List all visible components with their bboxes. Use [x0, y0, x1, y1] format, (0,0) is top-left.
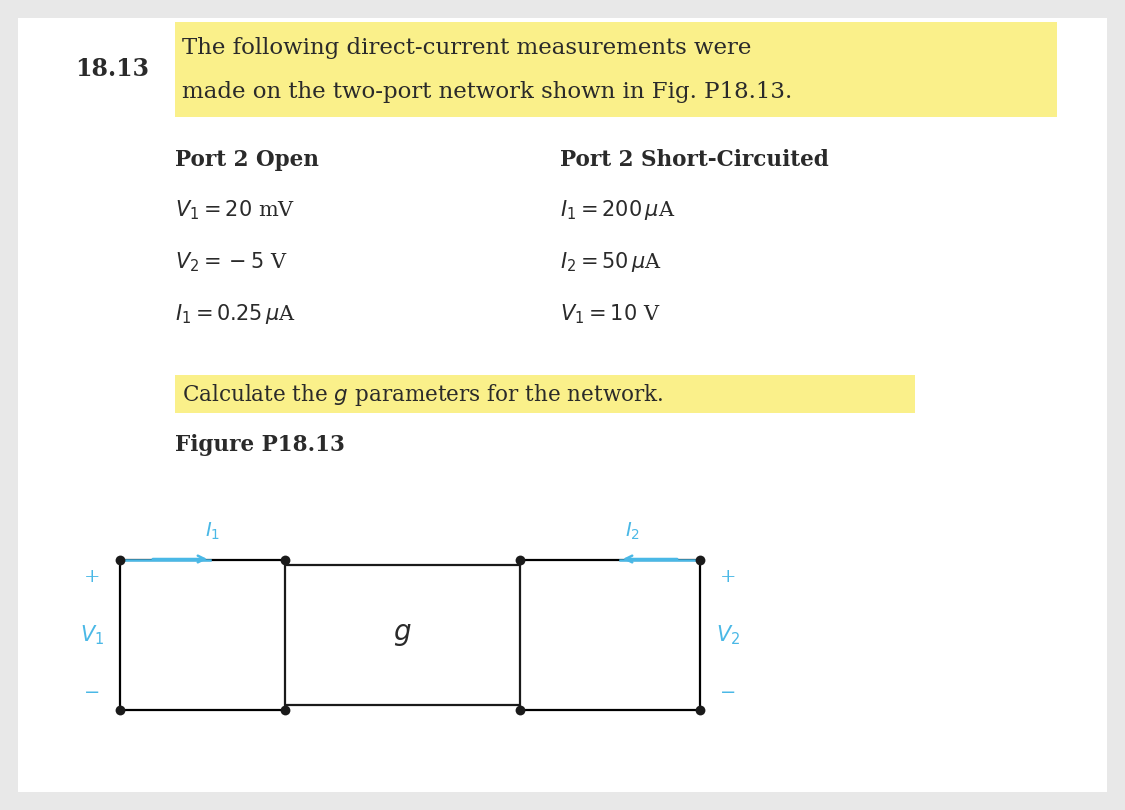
Text: $V_2 = -5$ V: $V_2 = -5$ V — [176, 250, 288, 274]
Text: −: − — [720, 684, 736, 702]
Text: +: + — [83, 568, 100, 586]
Bar — [285, 565, 520, 705]
Text: +: + — [720, 568, 736, 586]
Text: Port 2 Open: Port 2 Open — [176, 149, 318, 171]
Bar — [176, 22, 1058, 117]
Text: $I_1 = 0.25\,\mu$A: $I_1 = 0.25\,\mu$A — [176, 302, 296, 326]
Text: $g$: $g$ — [394, 621, 412, 649]
Text: $V_1 = 20$ mV: $V_1 = 20$ mV — [176, 198, 295, 222]
Point — [276, 704, 294, 717]
Point — [111, 704, 129, 717]
Text: $I_2$: $I_2$ — [626, 521, 640, 542]
Text: $I_2 = 50\,\mu$A: $I_2 = 50\,\mu$A — [560, 250, 663, 274]
Text: −: − — [83, 684, 100, 702]
Text: The following direct-current measurements were: The following direct-current measurement… — [182, 37, 752, 59]
Point — [691, 704, 709, 717]
Point — [511, 553, 529, 566]
Text: Port 2 Short-Circuited: Port 2 Short-Circuited — [560, 149, 829, 171]
Bar — [176, 375, 915, 413]
Point — [691, 553, 709, 566]
Text: made on the two-port network shown in Fig. P18.13.: made on the two-port network shown in Fi… — [182, 81, 792, 103]
Text: $I_1$: $I_1$ — [205, 521, 220, 542]
Text: Figure P18.13: Figure P18.13 — [176, 434, 345, 456]
Text: Calculate the $g$ parameters for the network.: Calculate the $g$ parameters for the net… — [182, 382, 664, 408]
Text: $I_1 = 200\,\mu$A: $I_1 = 200\,\mu$A — [560, 198, 675, 222]
Point — [276, 553, 294, 566]
Text: $V_1 = 10$ V: $V_1 = 10$ V — [560, 302, 660, 326]
Text: $V_2$: $V_2$ — [716, 623, 740, 647]
Text: $V_1$: $V_1$ — [80, 623, 105, 647]
Text: 18.13: 18.13 — [75, 57, 148, 81]
Point — [511, 704, 529, 717]
Point — [111, 553, 129, 566]
